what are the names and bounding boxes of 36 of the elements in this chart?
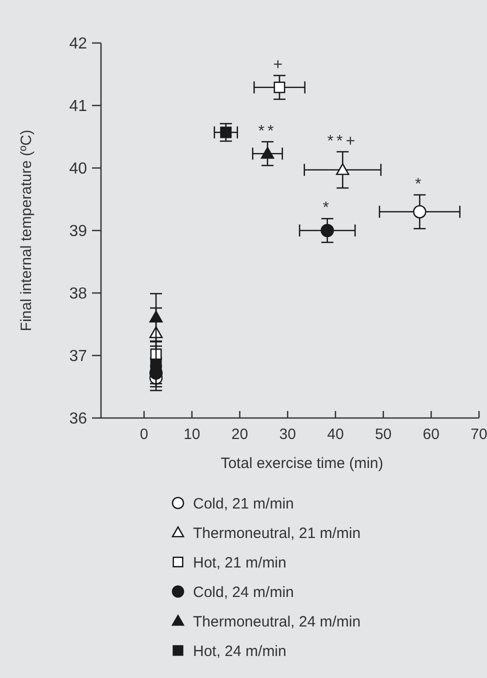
y-tick-label: 36 bbox=[69, 410, 88, 428]
y-tick-label: 38 bbox=[69, 286, 88, 303]
x-tick-label: 40 bbox=[327, 426, 344, 443]
x-tick-label: 60 bbox=[422, 426, 440, 443]
point bbox=[260, 146, 274, 159]
legend-label: Hot, 21 m/min bbox=[193, 554, 286, 572]
x-axis-title: Total exercise time (min) bbox=[220, 455, 384, 472]
point bbox=[274, 82, 286, 94]
point bbox=[336, 163, 350, 176]
legend-label: Thermoneutral, 24 m/min bbox=[193, 613, 361, 630]
legend-label: Hot, 24 m/min bbox=[193, 642, 286, 660]
x-tick-label: 50 bbox=[374, 426, 392, 443]
point bbox=[220, 126, 232, 138]
y-tick-label: 41 bbox=[69, 98, 88, 116]
annotation: **+ bbox=[327, 132, 358, 150]
y-tick-label: 37 bbox=[69, 348, 88, 366]
point bbox=[150, 359, 162, 371]
annotation: * bbox=[322, 200, 332, 217]
annotation: * bbox=[415, 176, 424, 193]
legend-label: Cold, 24 m/min bbox=[193, 584, 294, 601]
x-tick-label: 0 bbox=[140, 426, 148, 443]
annotation: + bbox=[273, 56, 286, 74]
legend-label: Cold, 21 m/min bbox=[193, 495, 294, 512]
point bbox=[320, 224, 334, 238]
y-tick-label: 39 bbox=[69, 223, 88, 240]
x-tick-label: 10 bbox=[184, 426, 200, 443]
y-tick-label: 40 bbox=[69, 160, 88, 178]
point bbox=[149, 310, 163, 323]
x-tick-label: 20 bbox=[231, 426, 248, 443]
legend-label: Thermoneutral, 21 m/min bbox=[193, 524, 361, 542]
y-axis-title: Final internal temperature (ºC) bbox=[18, 130, 35, 332]
x-tick-label: 70 bbox=[470, 426, 487, 443]
annotation: ** bbox=[258, 122, 277, 140]
x-tick-label: 30 bbox=[279, 426, 296, 443]
y-tick-label: 42 bbox=[69, 36, 88, 53]
point bbox=[413, 205, 426, 218]
